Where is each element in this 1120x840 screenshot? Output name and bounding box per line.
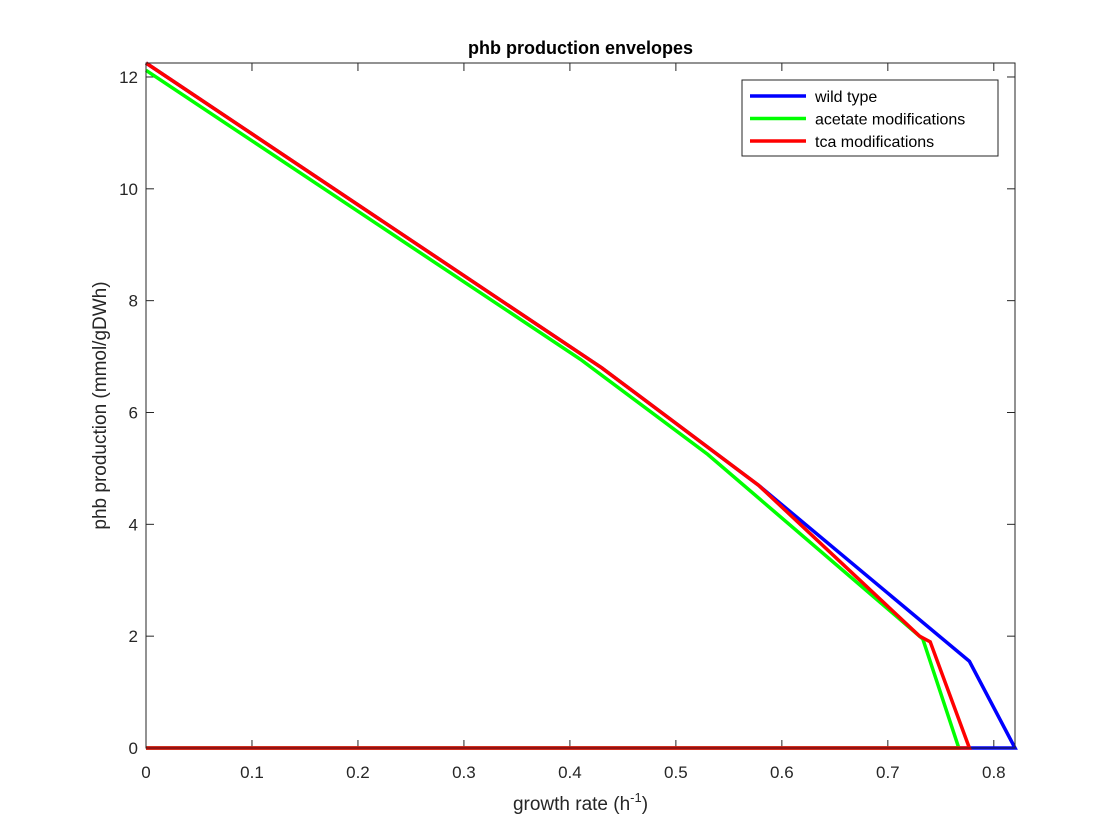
y-tick-label: 4 xyxy=(129,515,138,534)
x-axis-label-superscript: -1 xyxy=(630,790,642,805)
y-axis-label: phb production (mmol/gDWh) xyxy=(90,281,111,529)
y-tick-label: 8 xyxy=(129,292,138,311)
x-axis-label-main: growth rate (h xyxy=(513,794,630,815)
y-tick-label: 0 xyxy=(129,739,138,758)
y-tick-label: 10 xyxy=(119,180,138,199)
x-axis-label: growth rate (h-1) xyxy=(513,790,648,815)
y-tick-label: 6 xyxy=(129,403,138,422)
axes-box xyxy=(145,62,1016,749)
x-tick-label: 0.6 xyxy=(770,763,794,782)
legend-label: tca modifications xyxy=(815,134,934,151)
x-axis-ticks: 0 0.1 0.2 0.3 0.4 0.5 0.6 0.7 0.8 xyxy=(141,63,1006,782)
x-tick-label: 0.2 xyxy=(346,763,370,782)
x-tick-label: 0.7 xyxy=(876,763,900,782)
plot-area xyxy=(146,63,1015,748)
x-tick-label: 0 xyxy=(141,763,150,782)
legend: wild type acetate modifications tca modifi… xyxy=(741,79,999,157)
x-axis-label-end: ) xyxy=(642,794,648,815)
y-axis-ticks: 0 2 4 6 8 10 12 xyxy=(119,68,1015,758)
x-tick-label: 0.3 xyxy=(452,763,476,782)
x-tick-label: 0.5 xyxy=(664,763,688,782)
y-tick-label: 12 xyxy=(119,68,138,87)
legend-label: wild type xyxy=(814,89,877,106)
x-tick-label: 0.4 xyxy=(558,763,582,782)
chart-title: phb production envelopes xyxy=(468,38,693,58)
legend-label: acetate modifications xyxy=(815,112,965,129)
x-tick-label: 0.1 xyxy=(240,763,264,782)
x-tick-label: 0.8 xyxy=(982,763,1006,782)
legend-entries: wild type acetate modifications tca modifi… xyxy=(750,89,965,151)
y-tick-label: 2 xyxy=(129,627,138,646)
